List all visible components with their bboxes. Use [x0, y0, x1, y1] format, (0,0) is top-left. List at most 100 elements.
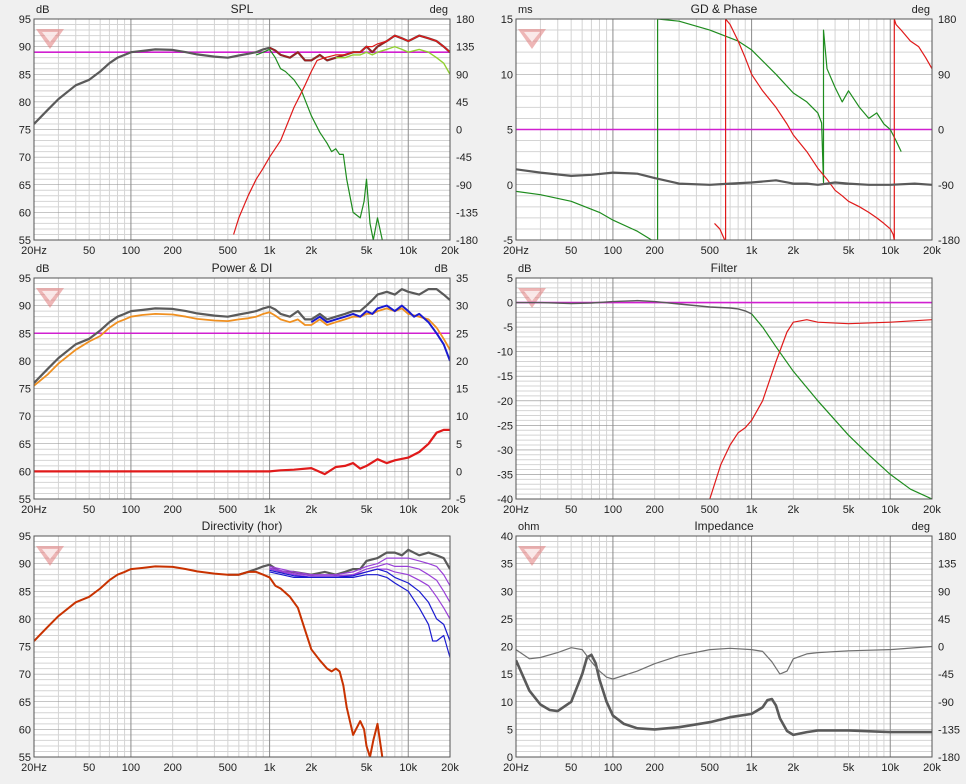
- y2-tick-label: 90: [938, 69, 950, 81]
- y2-tick-label: -90: [938, 697, 954, 709]
- y2-tick-label: -135: [456, 207, 478, 219]
- logo-shape: [524, 549, 540, 559]
- grid: [516, 536, 932, 757]
- x-tick-label: 20Hz: [21, 504, 47, 516]
- series-line-1: [516, 299, 752, 315]
- y-tick-label: 35: [501, 559, 513, 571]
- x-tick-label: 20k: [923, 245, 941, 257]
- y-tick-label: 25: [501, 614, 513, 626]
- y2-tick-label: 35: [456, 273, 468, 285]
- x-tick-label: 1k: [746, 245, 758, 257]
- series-group: [34, 548, 450, 757]
- x-tick-label: 100: [604, 762, 622, 774]
- x-tick-label: 20k: [441, 245, 459, 257]
- logo-watermark: [518, 288, 546, 308]
- y-tick-label: 30: [501, 586, 513, 598]
- y2-tick-label: 90: [938, 586, 950, 598]
- x-tick-label: 10k: [399, 245, 417, 257]
- series-line-1: [227, 548, 450, 576]
- x-tick-label: 2k: [306, 762, 318, 774]
- y-tick-label: 60: [19, 466, 31, 478]
- plot-border: [515, 535, 933, 758]
- y-tick-label: 5: [507, 724, 513, 736]
- y-tick-label: 80: [19, 356, 31, 368]
- chart-title: Impedance: [694, 519, 754, 533]
- x-tick-label: 2k: [788, 504, 800, 516]
- y2-tick-label: -5: [456, 494, 466, 506]
- x-tick-label: 20k: [923, 762, 941, 774]
- y2-tick-label: 180: [456, 14, 474, 26]
- y-tick-label: 70: [19, 152, 31, 164]
- logo-watermark: [518, 29, 546, 49]
- y-tick-label: 20: [501, 642, 513, 654]
- y-tick-label: -20: [497, 396, 513, 408]
- y-tick-label: 10: [501, 69, 513, 81]
- x-tick-label: 1k: [746, 762, 758, 774]
- y-tick-label: 65: [19, 697, 31, 709]
- y2-tick-label: 0: [938, 642, 944, 654]
- x-tick-label: 20k: [923, 504, 941, 516]
- y2-tick-label: 135: [456, 42, 474, 54]
- y-tick-label: -10: [497, 347, 513, 359]
- x-tick-label: 10k: [399, 762, 417, 774]
- series-line-3: [269, 563, 450, 603]
- y-tick-label: 40: [501, 531, 513, 543]
- y2-tick-label: -45: [456, 152, 472, 164]
- y-tick-label: 0: [507, 180, 513, 192]
- series-line-3: [516, 168, 932, 186]
- y2-axis-label: deg: [912, 521, 930, 533]
- y-tick-label: 85: [19, 586, 31, 598]
- x-tick-label: 2k: [788, 762, 800, 774]
- y-tick-label: 65: [19, 180, 31, 192]
- y-tick-label: 95: [19, 14, 31, 26]
- x-tick-label: 20Hz: [21, 245, 47, 257]
- x-tick-label: 500: [701, 245, 719, 257]
- series-line-3: [709, 319, 932, 499]
- x-tick-label: 5k: [361, 245, 373, 257]
- y-axis-label: ohm: [518, 521, 539, 533]
- x-tick-label: 50: [83, 504, 95, 516]
- y-tick-label: 75: [19, 642, 31, 654]
- x-tick-label: 10k: [881, 504, 899, 516]
- logo-shape: [42, 32, 58, 42]
- y-tick-label: -40: [497, 494, 513, 506]
- y2-tick-label: 15: [456, 384, 468, 396]
- plot-border: [33, 277, 451, 500]
- series-line-1: [34, 288, 450, 384]
- series-line-3: [310, 304, 450, 362]
- logo-watermark: [36, 288, 64, 308]
- x-tick-label: 100: [122, 762, 140, 774]
- y-axis-label: dB: [36, 4, 49, 16]
- y2-tick-label: 0: [938, 125, 944, 137]
- y2-tick-label: 30: [456, 301, 468, 313]
- x-tick-label: 20Hz: [503, 504, 529, 516]
- x-tick-label: 1k: [264, 762, 276, 774]
- x-tick-label: 200: [163, 504, 181, 516]
- y2-tick-label: -180: [938, 752, 960, 764]
- series-line-6: [269, 571, 450, 658]
- x-tick-label: 50: [565, 504, 577, 516]
- chart-title: Filter: [711, 261, 738, 275]
- y2-tick-label: -180: [938, 235, 960, 247]
- y-tick-label: 75: [19, 384, 31, 396]
- x-tick-label: 100: [122, 504, 140, 516]
- y2-tick-label: -45: [938, 669, 954, 681]
- chart-power-di: Power & DI dB dB 95 90 85 80 75 70 65 60 55 35 30 25 20…: [19, 261, 469, 516]
- x-tick-label: 5k: [843, 504, 855, 516]
- x-tick-label: 5k: [361, 504, 373, 516]
- y-tick-label: 70: [19, 411, 31, 423]
- x-tick-label: 200: [645, 245, 663, 257]
- y2-tick-label: 20: [456, 356, 468, 368]
- x-tick-label: 50: [565, 762, 577, 774]
- x-tick-label: 50: [83, 762, 95, 774]
- x-tick-label: 2k: [306, 504, 318, 516]
- y-tick-label: -15: [497, 371, 513, 383]
- series-line-4: [255, 48, 383, 240]
- plot-border: [515, 277, 933, 500]
- plot-border: [515, 18, 933, 241]
- y-tick-label: 80: [19, 614, 31, 626]
- chart-title: Power & DI: [212, 261, 273, 275]
